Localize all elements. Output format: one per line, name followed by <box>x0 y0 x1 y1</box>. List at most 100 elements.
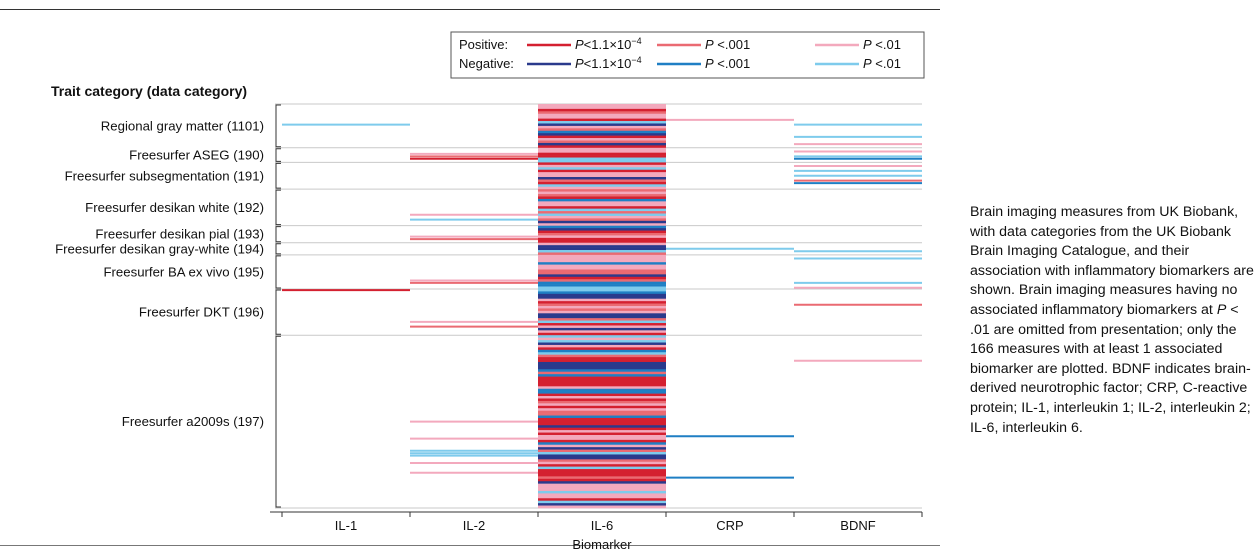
heatmap-cell <box>538 130 666 134</box>
heatmap-cell <box>538 157 666 161</box>
legend-p-threshold: <1.1×10 <box>584 56 632 71</box>
legend-row-label: Negative: <box>459 56 514 71</box>
heatmap-cell <box>538 493 666 497</box>
heatmap-cell <box>538 291 666 295</box>
group-label: Freesurfer subsegmentation (191) <box>65 168 264 183</box>
heatmap-cell <box>538 269 666 273</box>
group-bracket <box>275 189 281 226</box>
heatmap-cell <box>538 391 666 394</box>
x-tick-label: IL-6 <box>591 518 613 533</box>
heatmap-cell <box>538 198 666 202</box>
heatmap-cell <box>538 466 666 470</box>
heatmap-cell <box>538 459 666 463</box>
x-tick-label: BDNF <box>840 518 875 533</box>
heatmap-cell <box>538 262 666 265</box>
heatmap-cell <box>538 320 666 324</box>
heatmap-cell <box>538 315 666 319</box>
heatmap-cell <box>538 417 666 421</box>
heatmap-cell <box>538 133 666 136</box>
heatmap-cell <box>538 347 666 351</box>
heatmap-cell <box>538 503 666 506</box>
heatmap-cell <box>538 267 666 270</box>
heatmap-cell <box>538 155 666 158</box>
heatmap-cell <box>538 415 666 419</box>
heatmap-cell <box>538 271 666 275</box>
heatmap-cell <box>538 106 666 110</box>
heatmap-cell <box>538 342 666 346</box>
x-axis-title: Biomarker <box>572 537 632 552</box>
group-bracket <box>275 289 281 335</box>
heatmap-cell <box>538 383 666 387</box>
heatmap-cell <box>538 203 666 207</box>
heatmap-cell <box>538 174 666 178</box>
legend-p-italic: P <box>705 37 714 52</box>
heatmap-chart: Regional gray matter (1101) Freesurfer AS… <box>51 31 925 552</box>
group-label: Freesurfer ASEG (190) <box>129 148 264 163</box>
figure-caption: Brain imaging measures from UK Biobank, … <box>970 203 1255 438</box>
heatmap-cell <box>538 303 666 307</box>
legend-p-threshold: <1.1×10 <box>584 37 632 52</box>
group-bracket <box>275 162 281 189</box>
heatmap-cell <box>538 393 666 397</box>
legend-entry-label: P <.01 <box>863 56 901 71</box>
legend-entry-label: P<1.1×10−4 <box>575 55 642 71</box>
heatmap-cell <box>538 108 666 112</box>
heatmap-cell <box>538 361 666 365</box>
heatmap-cell <box>538 220 666 224</box>
heatmap-cell <box>538 335 666 338</box>
heatmap-cell <box>538 434 666 438</box>
heatmap-cell <box>538 232 666 236</box>
heatmap-cell <box>538 276 666 280</box>
heatmap-cell <box>538 279 666 282</box>
heatmap-cell <box>538 189 666 192</box>
heatmap-cell <box>538 357 666 360</box>
heatmap-cell <box>538 159 666 163</box>
heatmap-cell <box>538 179 666 183</box>
heatmap-cell <box>538 349 666 353</box>
legend: Positive: P<1.1×10−4 P <.001 P <.01Negative… <box>450 31 925 79</box>
heatmap-cell <box>538 330 666 334</box>
heatmap-cell <box>538 211 666 214</box>
heatmap-cell <box>538 235 666 239</box>
heatmap-cell <box>538 473 666 477</box>
heatmap-cell <box>538 252 666 256</box>
x-tick-label: IL-1 <box>335 518 357 533</box>
heatmap-cell <box>538 325 666 329</box>
heatmap-cell <box>538 125 666 129</box>
heatmap-cell <box>538 274 666 278</box>
caption-part2: < .01 are omitted from presentation; onl… <box>970 301 1251 436</box>
legend-p-italic: P <box>705 56 714 71</box>
group-label: Freesurfer desikan white (192) <box>85 200 264 215</box>
heatmap-cell <box>538 142 666 146</box>
heatmap-cell <box>538 327 666 331</box>
heatmap-cell <box>538 388 666 392</box>
heatmap-cell <box>538 483 666 487</box>
heatmap-cell <box>538 461 666 465</box>
heatmap-cell <box>538 313 666 317</box>
group-label: Regional gray matter (1101) <box>101 118 264 133</box>
heatmap-cell <box>538 296 666 299</box>
heatmap-cell <box>538 396 666 399</box>
heatmap-cell <box>538 454 666 458</box>
heatmap-cell <box>538 242 666 246</box>
heatmap-cell <box>538 223 666 226</box>
heatmap-cell <box>538 169 666 173</box>
heatmap-cell <box>538 286 666 290</box>
heatmap-cell <box>538 495 666 499</box>
heatmap-cell <box>538 437 666 441</box>
heatmap-cell <box>538 164 666 168</box>
heatmap-cell <box>538 191 666 195</box>
heatmap-cell <box>538 405 666 409</box>
heatmap-cell <box>538 449 666 453</box>
heatmap-cell <box>538 259 666 263</box>
heatmap-cell <box>538 425 666 428</box>
il6-column-cells <box>538 104 666 509</box>
heatmap-cell <box>538 245 666 248</box>
heatmap-cell <box>538 172 666 175</box>
heatmap-cell <box>538 152 666 156</box>
heatmap-cell <box>538 369 666 373</box>
heatmap-cell <box>538 374 666 377</box>
legend-p-threshold: <.001 <box>714 37 751 52</box>
legend-p-italic: P <box>863 56 872 71</box>
legend-p-italic: P <box>863 37 872 52</box>
